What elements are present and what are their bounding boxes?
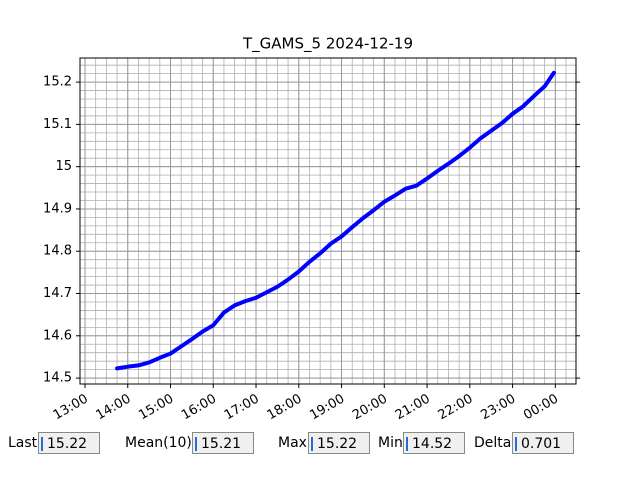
x-tick-label: 16:00 xyxy=(179,392,219,424)
chart-title: T_GAMS_5 2024-12-19 xyxy=(242,35,413,54)
text-box[interactable]: 15.22 xyxy=(308,432,370,454)
y-tick-label: 14.8 xyxy=(43,244,72,259)
text-box[interactable]: 15.22 xyxy=(38,432,100,454)
text-box[interactable]: 15.21 xyxy=(192,432,254,454)
x-tick-label: 21:00 xyxy=(393,392,433,424)
y-tick-label: 15.1 xyxy=(43,117,72,132)
y-tick-label: 14.5 xyxy=(43,371,72,386)
text-box[interactable]: 0.701 xyxy=(512,432,574,454)
x-tick-label: 20:00 xyxy=(350,392,390,424)
x-tick-label: 19:00 xyxy=(307,392,347,424)
field-label: Mean(10) xyxy=(125,435,192,451)
x-tick-label: 23:00 xyxy=(478,392,518,424)
field-label: Min xyxy=(378,435,403,451)
plot-frame xyxy=(79,57,577,385)
y-tick-label: 14.7 xyxy=(43,286,72,301)
y-tick-label: 15 xyxy=(55,159,72,174)
data-line xyxy=(115,70,556,371)
field-label: Max xyxy=(278,435,307,451)
field-label: Last xyxy=(8,435,38,451)
text-box[interactable]: 14.52 xyxy=(403,432,465,454)
x-tick-label: 13:00 xyxy=(51,392,91,424)
x-tick-label: 15:00 xyxy=(136,392,176,424)
x-tick-label: 14:00 xyxy=(94,392,134,424)
y-tick-label: 14.6 xyxy=(43,328,72,343)
x-tick-label: 00:00 xyxy=(521,392,561,424)
x-tick-label: 17:00 xyxy=(222,392,262,424)
y-tick-label: 15.2 xyxy=(43,75,72,90)
y-tick-label: 14.9 xyxy=(43,201,72,216)
x-tick-label: 18:00 xyxy=(265,392,305,424)
x-tick-label: 22:00 xyxy=(436,392,476,424)
field-label: Delta xyxy=(474,435,512,451)
